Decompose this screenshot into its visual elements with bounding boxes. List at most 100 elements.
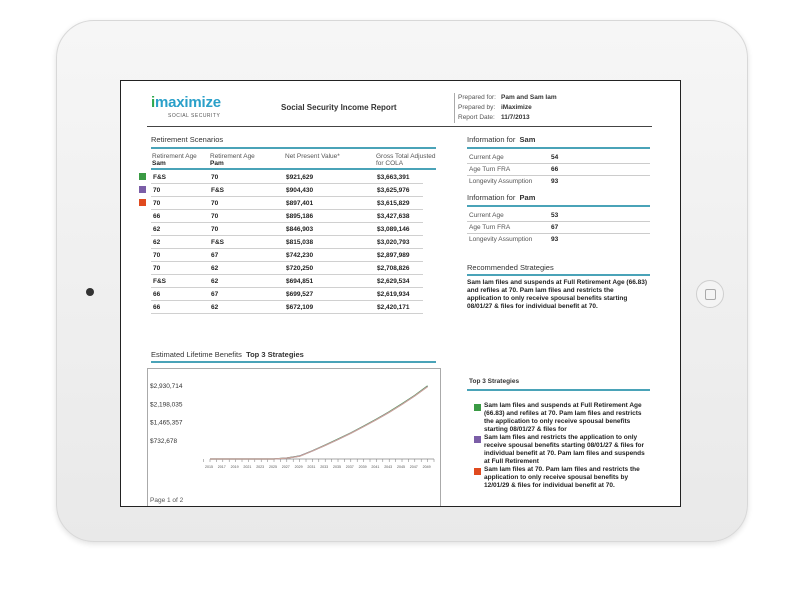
- cell-sam: 62: [153, 226, 161, 233]
- home-button[interactable]: [696, 280, 724, 308]
- top3-rule: [467, 389, 650, 391]
- cell-gross: $2,420,171: [377, 304, 410, 311]
- logo-i: i: [151, 94, 155, 111]
- home-square-icon: [705, 289, 716, 300]
- x-tick-label: 2047: [410, 465, 418, 469]
- col-npv: Net Present Value*: [285, 153, 340, 160]
- col-gross: Gross Total Adjusted for COLA: [376, 153, 436, 167]
- x-tick-label: 2019: [231, 465, 239, 469]
- x-tick-label: 2015: [205, 465, 213, 469]
- top3-item: Sam Iam files and suspends at Full Retir…: [484, 402, 642, 433]
- y-tick-label: $2,198,035: [150, 401, 183, 408]
- cell-gross: $3,020,793: [377, 239, 410, 246]
- x-tick-label: 2045: [397, 465, 405, 469]
- cell-npv: $699,527: [286, 291, 314, 298]
- cell-npv: $720,250: [286, 265, 314, 272]
- info-pam-row: Age Turn FRA 67: [467, 221, 650, 234]
- cell-sam: 62: [153, 239, 161, 246]
- front-camera: [86, 288, 94, 296]
- cell-pam: 70: [211, 226, 219, 233]
- info-sam-row: Current Age 54: [467, 151, 650, 164]
- cell-gross: $2,897,989: [377, 252, 410, 259]
- chart-frame: $732,678 $1,465,357 $2,198,035 $2,930,714 20…: [147, 368, 441, 506]
- page-number: Page 1 of 2: [150, 497, 184, 504]
- cell-pam: 70: [211, 200, 219, 207]
- cell-sam: F&S: [153, 174, 166, 181]
- cell-npv: $846,903: [286, 226, 314, 233]
- x-tick-label: 2037: [346, 465, 354, 469]
- table-row: F&S 62 $694,851 $2,629,534: [151, 275, 423, 288]
- cell-sam: 66: [153, 213, 161, 220]
- info-sam-row: Longevity Assumption 93: [469, 178, 559, 185]
- cell-sam: 70: [153, 265, 161, 272]
- cell-pam: F&S: [211, 239, 224, 246]
- table-row: 66 67 $699,527 $2,619,934: [151, 288, 423, 301]
- x-tick-label: 2049: [423, 465, 431, 469]
- logo-subtitle: SOCIAL SECURITY: [168, 113, 221, 119]
- info-pam-row: Current Age 53: [467, 209, 650, 222]
- x-tick-label: 2041: [371, 465, 379, 469]
- scenarios-rule: [151, 147, 436, 149]
- cell-sam: 66: [153, 304, 161, 311]
- cell-sam: 66: [153, 291, 161, 298]
- strategy-color-swatch: [139, 173, 146, 180]
- cell-pam: 67: [211, 252, 219, 259]
- table-row: 70 67 $742,230 $2,897,989: [151, 249, 423, 262]
- info-pam-title: Information for Pam: [467, 193, 536, 202]
- cell-gross: $2,629,534: [377, 278, 410, 285]
- cell-npv: $694,851: [286, 278, 314, 285]
- col-pam: Retirement Age Pam: [210, 153, 255, 167]
- top3-swatch-red: [474, 468, 481, 475]
- cell-gross: $3,427,638: [377, 213, 410, 220]
- scenarios-title: Retirement Scenarios: [151, 135, 224, 144]
- top3-item: Sam Iam files at 70. Pam Iam files and r…: [484, 466, 640, 489]
- strategy-color-swatch: [139, 186, 146, 193]
- report-screen: imaximize SOCIAL SECURITY Social Securit…: [120, 80, 681, 507]
- cell-pam: F&S: [211, 187, 224, 194]
- recommended-title: Recommended Strategies: [467, 263, 554, 272]
- x-tick-label: 2029: [295, 465, 303, 469]
- cell-pam: 70: [211, 174, 219, 181]
- cell-npv: $897,401: [286, 200, 314, 207]
- cell-sam: 70: [153, 200, 161, 207]
- cell-pam: 67: [211, 291, 219, 298]
- x-tick-label: 2017: [218, 465, 226, 469]
- table-row: 70 62 $720,250 $2,708,826: [151, 262, 423, 275]
- cell-npv: $921,629: [286, 174, 314, 181]
- meta-report-date: Report Date: 11/7/2013: [458, 114, 530, 121]
- top3-swatch-green: [474, 404, 481, 411]
- series-line: [210, 386, 428, 460]
- info-pam-row: Longevity Assumption 93: [469, 236, 559, 243]
- recommended-rule: [467, 274, 650, 276]
- x-tick-label: 2039: [359, 465, 367, 469]
- x-tick-label: 2031: [307, 465, 315, 469]
- cell-gross: $3,625,976: [377, 187, 410, 194]
- top3-item: Sam Iam files and restricts the applicat…: [484, 434, 645, 465]
- cell-pam: 62: [211, 278, 219, 285]
- cell-gross: $3,615,829: [377, 200, 410, 207]
- cell-sam: 70: [153, 252, 161, 259]
- cell-npv: $904,430: [286, 187, 314, 194]
- cell-sam: F&S: [153, 278, 166, 285]
- cell-pam: 70: [211, 213, 219, 220]
- y-tick-label: $732,678: [150, 438, 177, 445]
- cell-gross: $3,089,146: [377, 226, 410, 233]
- benefits-title: Estimated Lifetime Benefits Top 3 Strate…: [151, 350, 304, 359]
- cell-gross: $2,619,934: [377, 291, 410, 298]
- strategy-color-swatch: [139, 199, 146, 206]
- table-row: 70 70 $897,401 $3,615,829: [151, 197, 423, 210]
- table-row: F&S 70 $921,629 $3,663,391: [151, 171, 423, 184]
- cell-gross: $3,663,391: [377, 174, 410, 181]
- table-row: 66 70 $895,186 $3,427,638: [151, 210, 423, 223]
- imaximize-logo: imaximize: [151, 94, 221, 111]
- cell-npv: $895,186: [286, 213, 314, 220]
- report-meta: Prepared for: Pam and Sam Iam Prepared by…: [454, 93, 557, 123]
- lifetime-benefits-chart: $732,678 $1,465,357 $2,198,035 $2,930,714 20…: [150, 383, 435, 469]
- report-title: Social Security Income Report: [281, 103, 397, 112]
- top3-swatch-purple: [474, 436, 481, 443]
- x-tick-label: 2035: [333, 465, 341, 469]
- top3-title: Top 3 Strategies: [469, 378, 520, 385]
- cell-pam: 62: [211, 304, 219, 311]
- cell-pam: 62: [211, 265, 219, 272]
- table-row: 66 62 $672,109 $2,420,171: [151, 301, 423, 314]
